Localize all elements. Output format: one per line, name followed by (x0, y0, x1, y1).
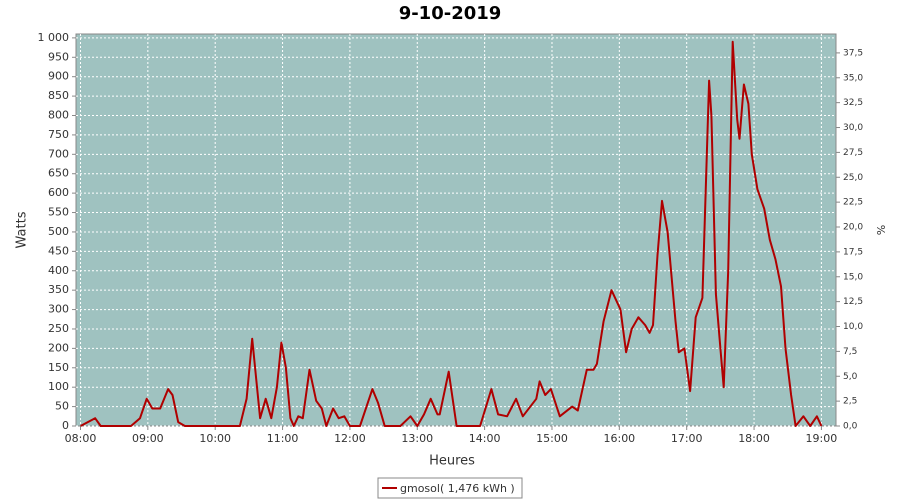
chart-title: 9-10-2019 (399, 3, 502, 24)
x-tick-label: 09:00 (132, 432, 164, 445)
y-tick-label: 200 (48, 341, 69, 354)
y-tick-label: 400 (48, 264, 69, 277)
y-tick-label: 300 (48, 303, 69, 316)
y-tick-label: 150 (48, 361, 69, 374)
y-tick-label: 350 (48, 283, 69, 296)
y2-tick-label: 10,0 (843, 322, 863, 332)
x-tick-label: 08:00 (65, 432, 97, 445)
x-tick-label: 14:00 (469, 432, 501, 445)
y-tick-label: 650 (48, 167, 69, 180)
y-tick-label: 1 000 (38, 31, 70, 44)
y-tick-label: 500 (48, 225, 69, 238)
y2-tick-label: 2,5 (843, 397, 857, 407)
legend-box (377, 477, 523, 499)
x-tick-label: 10:00 (199, 432, 231, 445)
y-tick-label: 0 (62, 419, 69, 432)
y2-tick-label: 20,0 (843, 223, 863, 233)
y-tick-label: 950 (48, 50, 69, 63)
x-tick-label: 13:00 (401, 432, 433, 445)
y-tick-label: 450 (48, 244, 69, 257)
y-tick-label: 600 (48, 186, 69, 199)
x-tick-label: 19:00 (806, 432, 838, 445)
y2-tick-label: 12,5 (843, 297, 863, 307)
x-tick-label: 16:00 (603, 432, 635, 445)
y2-tick-label: 17,5 (843, 247, 863, 257)
y2-tick-label: 25,0 (843, 173, 863, 183)
x-tick-label: 12:00 (334, 432, 366, 445)
y-tick-label: 50 (55, 400, 69, 413)
y2-tick-label: 35,0 (843, 73, 863, 83)
y-tick-label: 850 (48, 89, 69, 102)
y2-tick-label: 32,5 (843, 98, 863, 108)
y-tick-label: 800 (48, 109, 69, 122)
y2-tick-label: 22,5 (843, 198, 863, 208)
x-tick-label: 18:00 (738, 432, 770, 445)
y2-tick-label: 30,0 (843, 123, 863, 133)
y-axis-label: Watts (15, 211, 30, 248)
y-tick-label: 550 (48, 206, 69, 219)
y2-tick-label: 27,5 (843, 148, 863, 158)
x-tick-label: 17:00 (671, 432, 703, 445)
y-tick-label: 250 (48, 322, 69, 335)
y2-tick-label: 7,5 (843, 347, 857, 357)
y2-tick-label: 15,0 (843, 272, 863, 282)
y-tick-label: 750 (48, 128, 69, 141)
y2-axis-label: % (874, 225, 887, 235)
y2-tick-label: 0,0 (843, 422, 858, 432)
x-tick-label: 11:00 (267, 432, 299, 445)
y-tick-label: 100 (48, 380, 69, 393)
data-line (80, 40, 823, 427)
y-tick-label: 900 (48, 70, 69, 83)
x-axis-label: Heures (429, 454, 475, 469)
x-tick-label: 15:00 (536, 432, 568, 445)
legend-label: gmosol( 1,476 kWh ) (400, 482, 515, 495)
y2-tick-label: 37,5 (843, 48, 863, 58)
y2-tick-label: 5,0 (843, 372, 858, 382)
y-tick-label: 700 (48, 147, 69, 160)
